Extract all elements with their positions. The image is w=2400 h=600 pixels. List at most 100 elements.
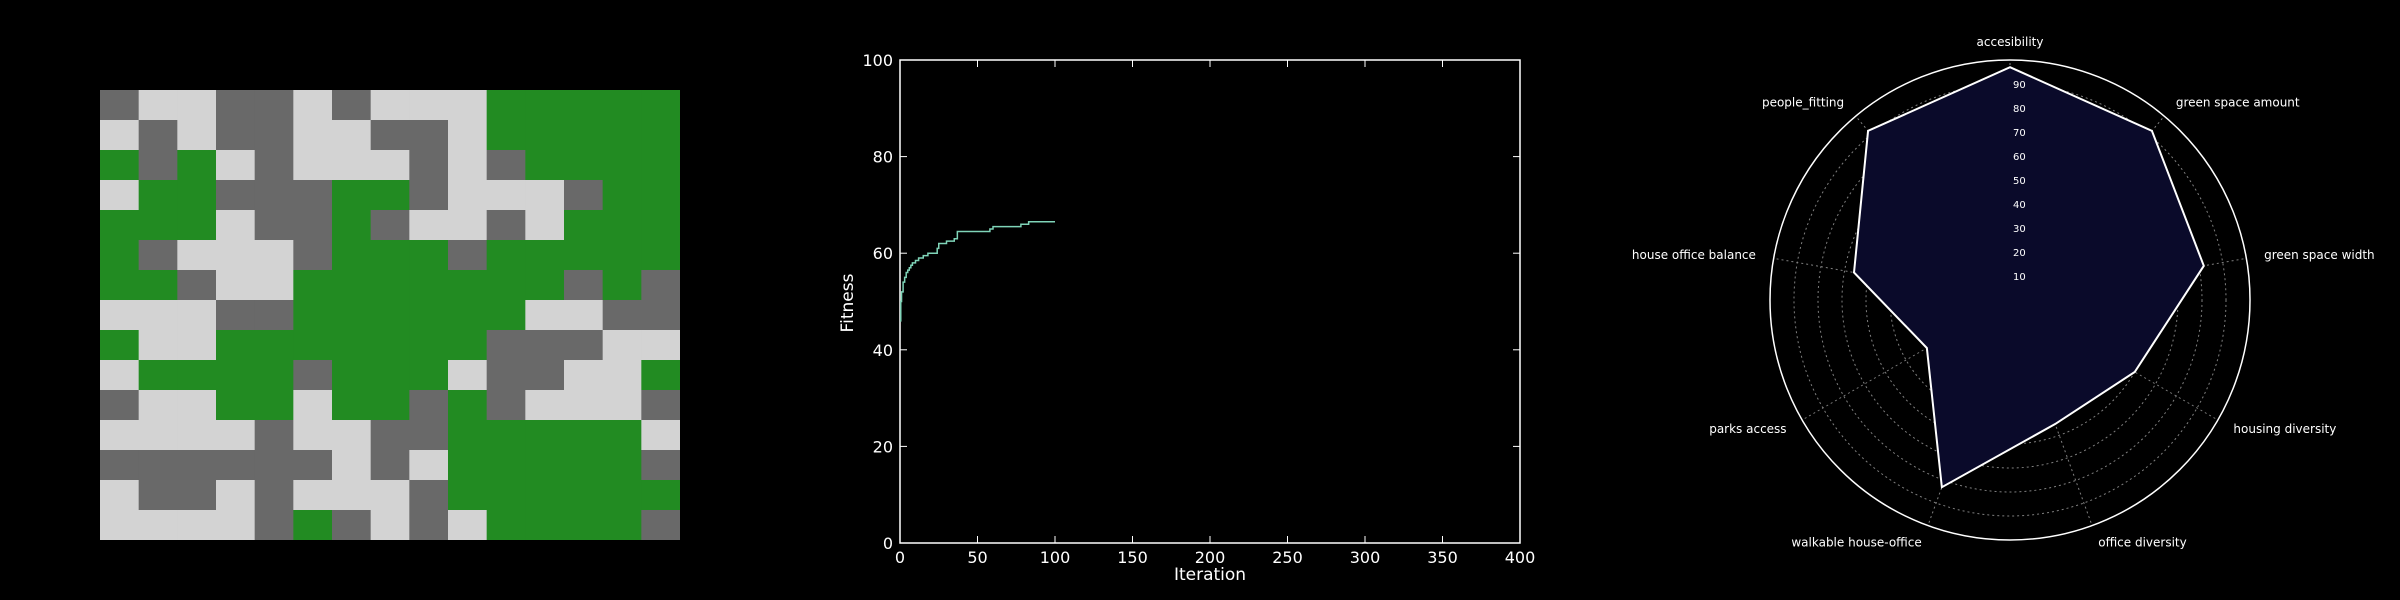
grid-cell-green	[525, 510, 565, 540]
grid-cell-road	[254, 120, 294, 151]
category-label: walkable house-office	[1791, 535, 1921, 549]
grid-cell-road	[370, 420, 410, 451]
grid-cell-road	[370, 450, 410, 481]
grid-cell-green	[332, 270, 372, 301]
grid-cell-green	[564, 510, 604, 540]
grid-cell-building	[138, 300, 178, 331]
grid-cell-green	[486, 480, 526, 511]
grid-cell-building	[138, 510, 178, 540]
grid-cell-building	[641, 420, 680, 451]
category-label: house office balance	[1632, 248, 1756, 262]
grid-cell-building	[254, 240, 294, 271]
grid-cell-building	[525, 300, 565, 331]
grid-cell-green	[448, 270, 488, 301]
grid-cell-building	[100, 510, 140, 540]
radial-tick-label: 40	[2013, 200, 2026, 211]
x-tick-label: 350	[1427, 548, 1458, 567]
grid-cell-green	[641, 210, 680, 241]
grid-cell-green	[254, 360, 294, 391]
grid-cell-road	[254, 480, 294, 511]
grid-cell-building	[641, 330, 680, 361]
grid-cell-building	[525, 210, 565, 241]
grid-cell-green	[448, 330, 488, 361]
grid-cell-road	[332, 90, 372, 121]
x-tick-label: 100	[1040, 548, 1071, 567]
grid-cell-building	[602, 330, 642, 361]
grid-cell-road	[138, 240, 178, 271]
grid-map	[100, 90, 680, 540]
grid-cell-green	[525, 480, 565, 511]
x-tick-label: 400	[1505, 548, 1536, 567]
grid-cell-building	[177, 240, 217, 271]
grid-cell-green	[525, 240, 565, 271]
grid-cell-green	[409, 270, 449, 301]
grid-cell-road	[138, 450, 178, 481]
grid-cell-building	[100, 300, 140, 331]
grid-cell-green	[564, 120, 604, 151]
y-tick-label: 80	[873, 148, 893, 167]
grid-cell-building	[448, 120, 488, 151]
grid-cell-road	[409, 390, 449, 421]
grid-cell-green	[370, 360, 410, 391]
grid-cell-road	[293, 180, 333, 211]
grid-cell-road	[641, 300, 680, 331]
radar-chart: 10 20 30 40 50 60 70 80 90 accesibility green spac…	[1632, 35, 2375, 549]
grid-cell-road	[409, 150, 449, 181]
grid-cell-green	[564, 240, 604, 271]
grid-cell-green	[448, 420, 488, 451]
grid-cell-green	[564, 420, 604, 451]
grid-cell-green	[641, 90, 680, 121]
grid-cell-building	[370, 480, 410, 511]
grid-cell-green	[370, 300, 410, 331]
grid-cell-green	[525, 270, 565, 301]
grid-cell-building	[448, 90, 488, 121]
grid-cell-green	[100, 330, 140, 361]
grid-cell-building	[138, 420, 178, 451]
grid-cell-green	[641, 180, 680, 211]
grid-cell-road	[138, 480, 178, 511]
grid-cell-green	[409, 330, 449, 361]
grid-cell-green	[564, 150, 604, 181]
grid-cell-green	[486, 270, 526, 301]
grid-cell-road	[409, 510, 449, 540]
grid-cell-road	[486, 390, 526, 421]
grid-cell-building	[370, 90, 410, 121]
grid-cell-green	[525, 420, 565, 451]
grid-cell-green	[100, 150, 140, 181]
grid-cell-road	[409, 120, 449, 151]
radial-tick-label: 50	[2013, 176, 2026, 187]
grid-cell-building	[564, 300, 604, 331]
grid-cell-green	[293, 300, 333, 331]
radial-gridline	[1817, 107, 2203, 493]
grid-cell-road	[216, 450, 256, 481]
grid-cell-green	[602, 450, 642, 481]
grid-cell-green	[564, 90, 604, 121]
grid-cell-road	[641, 390, 680, 421]
grid-cell-building	[448, 360, 488, 391]
grid-cell-road	[100, 390, 140, 421]
grid-cell-building	[216, 210, 256, 241]
grid-cell-green	[641, 360, 680, 391]
fitness-chart: Fitness Iteration 0 50 100 150 200 250 300 350 4…	[838, 51, 1536, 585]
grid-cell-road	[641, 510, 680, 540]
grid-cell-green	[332, 330, 372, 361]
grid-cell-building	[177, 90, 217, 121]
radial-tick-label: 80	[2013, 104, 2026, 115]
grid-cell-green	[564, 480, 604, 511]
grid-cell-green	[448, 450, 488, 481]
grid-cell-road	[641, 450, 680, 481]
x-tick-label: 150	[1117, 548, 1148, 567]
grid-cell-green	[486, 120, 526, 151]
grid-cell-building	[564, 360, 604, 391]
grid-cell-green	[370, 240, 410, 271]
grid-cell-green	[138, 180, 178, 211]
grid-cell-road	[486, 330, 526, 361]
grid-cell-green	[216, 360, 256, 391]
grid-cell-road	[254, 510, 294, 540]
grid-cell-green	[332, 360, 372, 391]
grid-cell-building	[100, 360, 140, 391]
grid-cell-green	[602, 90, 642, 121]
grid-cell-building	[100, 120, 140, 151]
grid-cell-green	[602, 120, 642, 151]
grid-cell-road	[370, 210, 410, 241]
